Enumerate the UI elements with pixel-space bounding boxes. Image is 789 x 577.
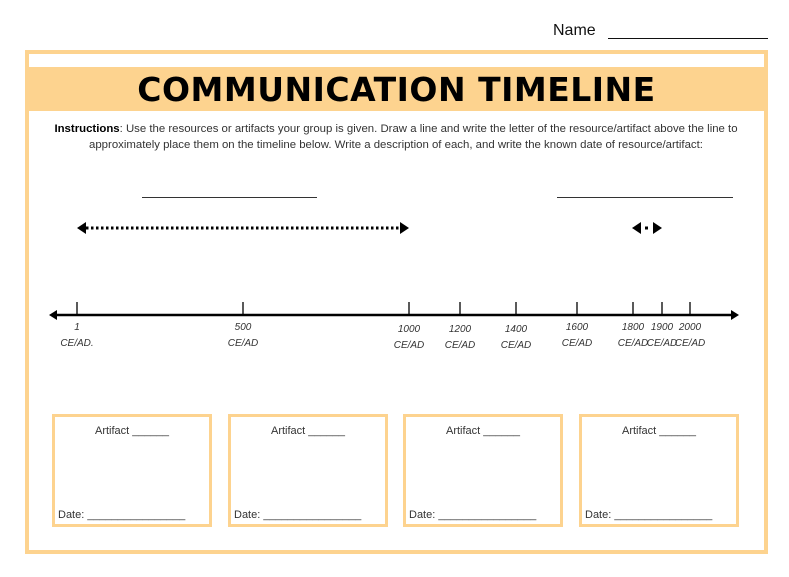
tick-era: CE/AD <box>393 340 425 351</box>
artifact-label: Artifact ______ <box>271 425 345 437</box>
example-answer-line-left <box>142 197 317 198</box>
date-label: Date: ________________ <box>234 509 362 521</box>
tick-year: 1400 <box>504 324 528 335</box>
tick-era: CE/AD <box>561 338 593 349</box>
tick-era: CE/AD <box>500 340 532 351</box>
tick-year: 1600 <box>565 322 589 333</box>
date-label: Date: ________________ <box>58 509 186 521</box>
artifact-label: Artifact ______ <box>622 425 696 437</box>
timeline-axis <box>49 310 739 320</box>
artifact-box[interactable]: Artifact ______ Date: ________________ <box>52 414 212 527</box>
example-range-arrow-short <box>632 222 662 234</box>
tick-era: CE/AD <box>227 338 259 349</box>
artifact-box[interactable]: Artifact ______ Date: ________________ <box>228 414 388 527</box>
timeline-tick-label: 500 CE/AD <box>218 320 268 352</box>
timeline-tick-label: 1400 CE/AD <box>491 322 541 354</box>
example-answer-line-right <box>557 197 733 198</box>
timeline-tick-label: 1900 CE/AD <box>637 320 687 352</box>
tick-era: CE/AD <box>444 340 476 351</box>
timeline-tick-label: 1000 CE/AD <box>384 322 434 354</box>
instructions-label: Instructions <box>54 123 120 135</box>
tick-era: CE/AD <box>617 338 649 349</box>
tick-year: 1000 <box>397 324 421 335</box>
artifact-box[interactable]: Artifact ______ Date: ________________ <box>403 414 563 527</box>
tick-year: 2000 <box>678 322 702 333</box>
name-label: Name <box>553 22 596 39</box>
tick-year: 500 <box>234 322 252 333</box>
timeline-tick-label: 1600 CE/AD <box>552 320 602 352</box>
tick-year: 1200 <box>448 324 472 335</box>
tick-era: CE/AD <box>674 338 706 349</box>
example-range-arrow-long <box>77 222 409 234</box>
tick-era: CE/AD <box>646 338 678 349</box>
artifact-label: Artifact ______ <box>446 425 520 437</box>
tick-year: 1800 <box>621 322 645 333</box>
tick-year: 1 <box>74 322 80 333</box>
timeline-tick-label: 2000 CE/AD <box>665 320 715 352</box>
instructions: Instructions: Use the resources or artif… <box>50 121 742 153</box>
artifact-label: Artifact ______ <box>95 425 169 437</box>
page-frame <box>25 50 768 554</box>
instructions-text: : Use the resources or artifacts your gr… <box>89 123 738 151</box>
timeline-tick-label: 1 CE/AD. <box>52 320 102 352</box>
artifact-box[interactable]: Artifact ______ Date: ________________ <box>579 414 739 527</box>
title-band <box>25 67 768 111</box>
tick-year: 1900 <box>650 322 674 333</box>
page-title: COMMUNICATION TIMELINE <box>137 70 656 109</box>
date-label: Date: ________________ <box>409 509 537 521</box>
timeline-tick-label: 1200 CE/AD <box>435 322 485 354</box>
timeline-tick-label: 1800 CE/AD <box>608 320 658 352</box>
date-label: Date: ________________ <box>585 509 713 521</box>
tick-era: CE/AD. <box>60 338 94 349</box>
name-field[interactable] <box>608 38 768 39</box>
